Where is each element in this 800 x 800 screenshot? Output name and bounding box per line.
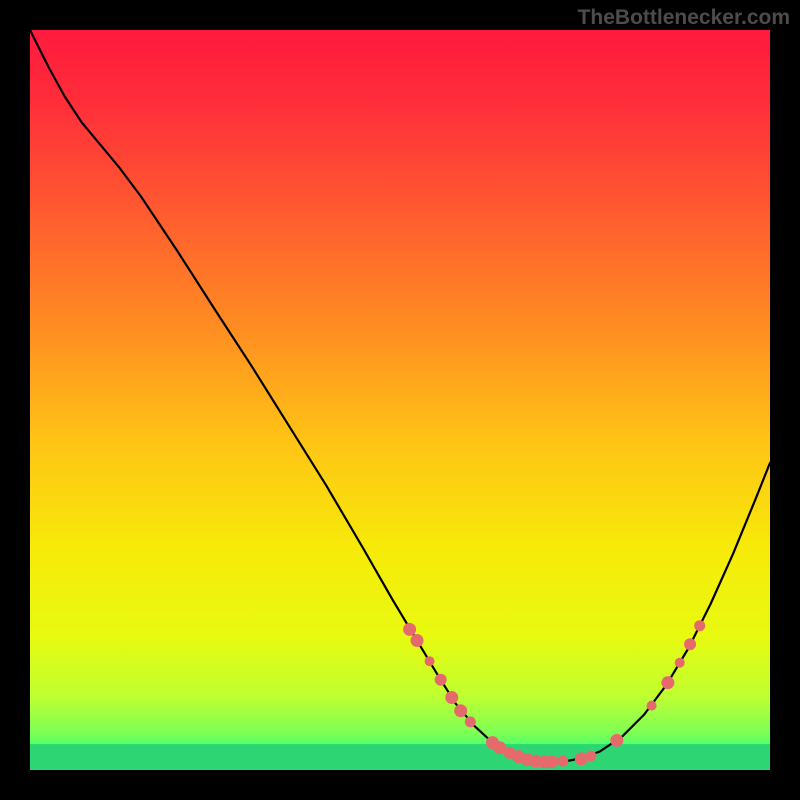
curve-marker [454, 704, 467, 717]
bottleneck-curve [30, 30, 770, 762]
curve-marker [486, 736, 499, 749]
curve-marker [512, 750, 525, 763]
gradient-background [30, 30, 770, 770]
chart-svg [30, 30, 770, 770]
curve-marker [529, 755, 542, 768]
curve-marker [521, 753, 534, 766]
green-band [30, 744, 770, 770]
plot-area [30, 30, 770, 770]
curve-marker [557, 756, 568, 767]
curve-marker [538, 755, 551, 768]
curve-marker [425, 656, 435, 666]
attribution-text: TheBottlenecker.com [578, 6, 790, 30]
curve-marker [545, 755, 558, 768]
curve-marker [694, 620, 705, 631]
curve-marker [585, 750, 596, 761]
curve-marker [684, 638, 696, 650]
curve-marker [504, 747, 516, 759]
curve-markers [403, 620, 705, 768]
curve-marker [493, 741, 506, 754]
curve-marker [575, 752, 588, 765]
curve-marker [435, 674, 447, 686]
curve-marker [661, 676, 674, 689]
curve-marker [403, 623, 416, 636]
curve-marker [675, 658, 685, 668]
curve-marker [647, 701, 657, 711]
curve-marker [465, 716, 476, 727]
curve-marker [610, 734, 623, 747]
curve-marker [445, 691, 458, 704]
curve-marker [411, 634, 424, 647]
